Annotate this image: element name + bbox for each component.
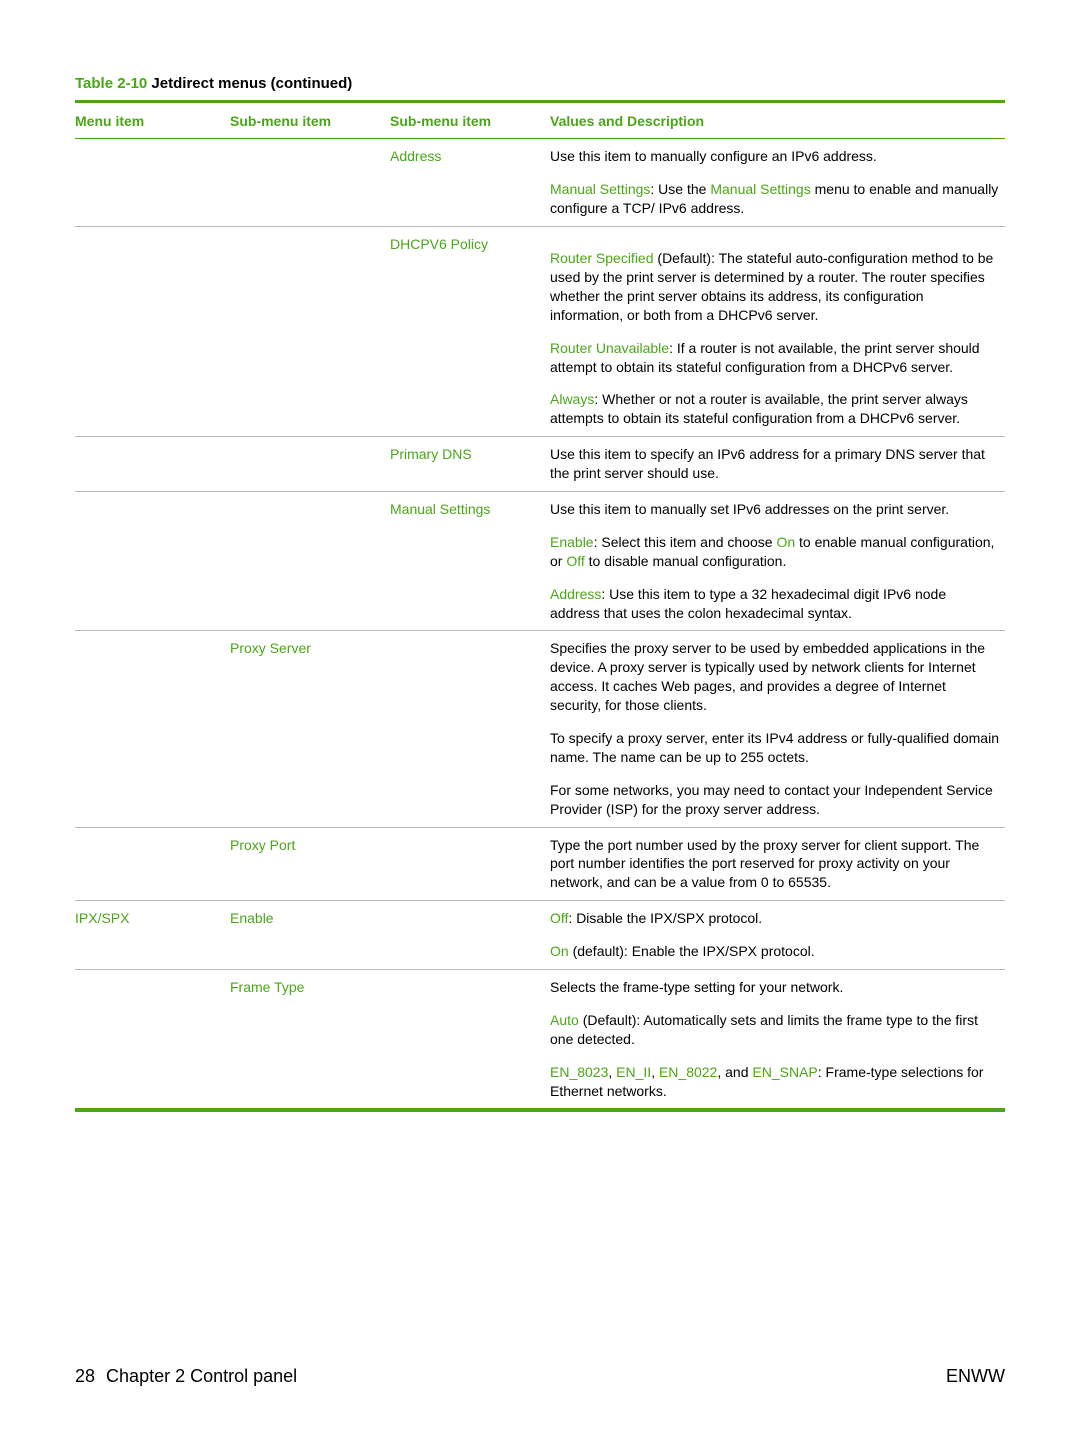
header-desc: Values and Description	[550, 104, 1005, 139]
desc-frametype: Selects the frame-type setting for your …	[550, 970, 1005, 1109]
sub2-pdns: Primary DNS	[390, 437, 550, 492]
desc-proxyserver: Specifies the proxy server to be used by…	[550, 631, 1005, 827]
table-row: Frame Type Selects the frame-type settin…	[75, 970, 1005, 1109]
sub2-dhcpv6: DHCPV6 Policy	[390, 227, 550, 437]
table-row: Manual Settings Use this item to manuall…	[75, 491, 1005, 630]
menu-ipxspx: IPX/SPX	[75, 901, 230, 970]
desc-address: Use this item to manually configure an I…	[550, 139, 1005, 226]
sub1-proxyport: Proxy Port	[230, 827, 390, 901]
desc-proxyport: Type the port number used by the proxy s…	[550, 827, 1005, 901]
page-footer: 28 Chapter 2 Control panel ENWW	[75, 1366, 1005, 1387]
jetdirect-table: Menu item Sub-menu item Sub-menu item Va…	[75, 100, 1005, 1112]
table-caption: Table 2-10 Jetdirect menus (continued)	[75, 75, 1005, 92]
table-row: Proxy Port Type the port number used by …	[75, 827, 1005, 901]
desc-manual: Use this item to manually set IPv6 addre…	[550, 491, 1005, 630]
desc-pdns: Use this item to specify an IPv6 address…	[550, 437, 1005, 492]
sub2-address: Address	[390, 139, 550, 226]
page-number: 28	[75, 1366, 95, 1386]
table-row: Address Use this item to manually config…	[75, 139, 1005, 226]
header-sub2: Sub-menu item	[390, 104, 550, 139]
desc-dhcpv6: Router Specified (Default): The stateful…	[550, 227, 1005, 437]
footer-right: ENWW	[946, 1366, 1005, 1387]
sub2-manual: Manual Settings	[390, 491, 550, 630]
table-row: Primary DNS Use this item to specify an …	[75, 437, 1005, 492]
header-menu: Menu item	[75, 104, 230, 139]
desc-ipx-enable: Off: Disable the IPX/SPX protocol. On (d…	[550, 901, 1005, 970]
header-sub1: Sub-menu item	[230, 104, 390, 139]
chapter-label: Chapter 2 Control panel	[106, 1366, 297, 1386]
table-row: IPX/SPX Enable Off: Disable the IPX/SPX …	[75, 901, 1005, 970]
sub1-proxyserver: Proxy Server	[230, 631, 390, 827]
caption-suffix: Jetdirect menus (continued)	[147, 75, 352, 92]
table-row: DHCPV6 Policy Router Specified (Default)…	[75, 227, 1005, 437]
table-row: Proxy Server Specifies the proxy server …	[75, 631, 1005, 827]
caption-prefix: Table 2-10	[75, 75, 147, 92]
sub1-enable: Enable	[230, 901, 390, 970]
sub1-frametype: Frame Type	[230, 970, 390, 1109]
